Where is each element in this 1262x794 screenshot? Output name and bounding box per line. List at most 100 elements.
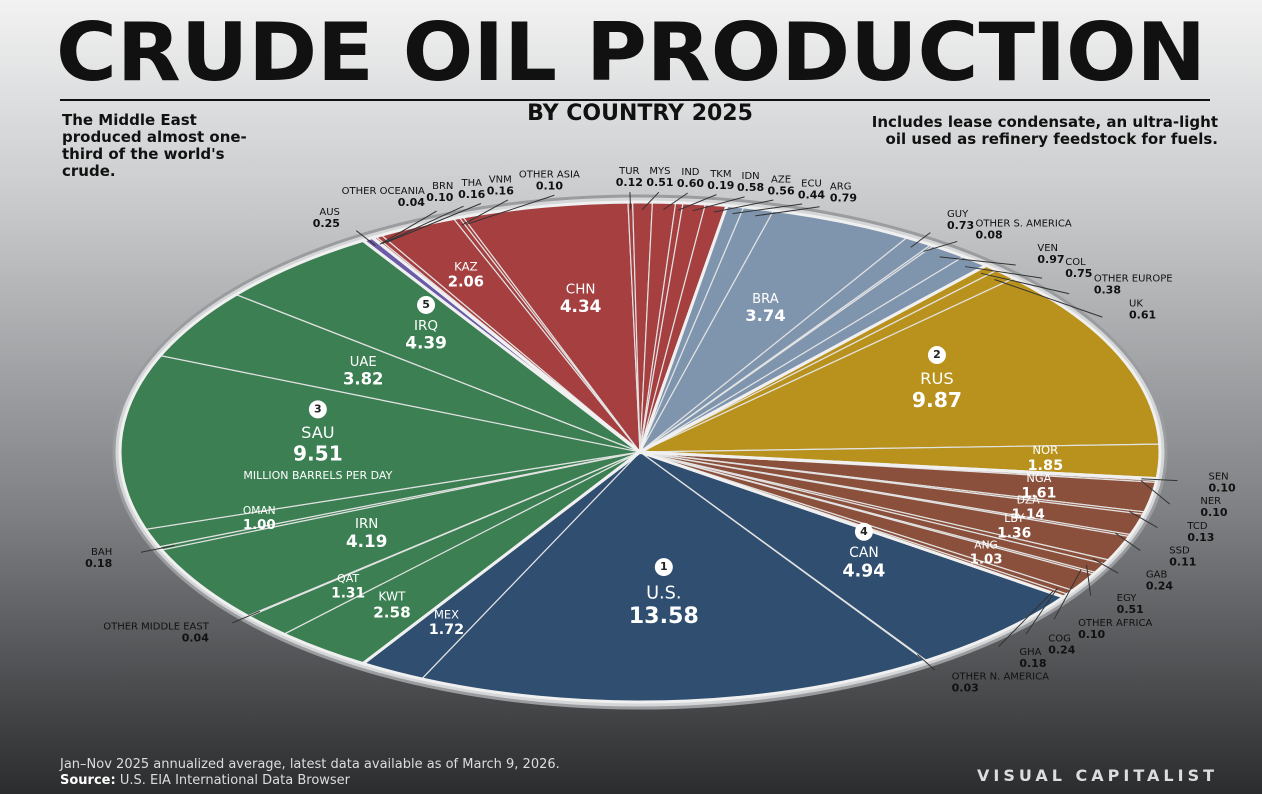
- rank-label: 4: [860, 525, 868, 538]
- country-name: TCD: [1186, 521, 1208, 532]
- country-value: 2.06: [448, 274, 484, 291]
- country-name: MEX: [434, 607, 459, 621]
- country-name: CHN: [566, 282, 596, 298]
- country-value: 0.16: [458, 188, 485, 201]
- country-value: 0.44: [798, 189, 825, 202]
- country-name: LBY: [1004, 512, 1024, 525]
- country-value: 0.10: [1078, 628, 1105, 641]
- country-name: RUS: [920, 369, 954, 388]
- rank-badge: [308, 400, 327, 419]
- country-name: COL: [1065, 257, 1086, 268]
- leader-line: [713, 199, 774, 213]
- rank-badge: [854, 522, 873, 541]
- leader-line: [939, 256, 1016, 266]
- country-value: 0.10: [1209, 481, 1236, 494]
- leader-line: [1140, 480, 1171, 505]
- country-value: 0.51: [646, 176, 673, 189]
- country-name: OMAN: [243, 504, 276, 517]
- leader-line: [629, 192, 632, 210]
- country-name: AZE: [771, 174, 791, 185]
- source: Source: U.S. EIA International Data Brow…: [60, 773, 560, 789]
- leader-line: [1086, 564, 1092, 596]
- country-name: OTHER OCEANIA: [342, 186, 425, 197]
- leader-line: [461, 199, 509, 226]
- leader-line: [466, 194, 555, 225]
- country-name: TKM: [709, 169, 731, 180]
- country-name: UAE: [350, 355, 377, 370]
- rank-label: 2: [933, 348, 941, 361]
- leader-line: [910, 232, 931, 248]
- country-value: 0.04: [398, 196, 425, 209]
- country-name: VNM: [489, 174, 512, 185]
- country-value: 4.94: [843, 561, 886, 581]
- country-value: 1.14: [1011, 507, 1044, 523]
- country-value: 0.12: [616, 176, 643, 189]
- country-value: 0.03: [952, 682, 979, 695]
- group-outline: [369, 200, 730, 455]
- country-value: 0.13: [1187, 531, 1214, 544]
- leader-line: [1053, 569, 1082, 620]
- leader-line: [923, 240, 958, 252]
- country-name: BRA: [752, 292, 779, 307]
- country-name: OTHER AFRICA: [1078, 618, 1152, 629]
- country-name: IND: [681, 167, 699, 178]
- country-name: BAH: [91, 547, 112, 558]
- country-value: 4.39: [405, 333, 447, 353]
- rank-badge: [927, 346, 946, 365]
- country-name: ECU: [801, 179, 822, 190]
- rank-label: 1: [660, 560, 668, 573]
- country-value: 0.10: [426, 191, 453, 204]
- chart-subtitle: BY COUNTRY 2025: [527, 101, 753, 126]
- country-name: OTHER N. AMERICA: [952, 672, 1049, 683]
- leader-line: [755, 206, 820, 217]
- leader-line: [355, 230, 376, 246]
- country-name: MYS: [649, 166, 670, 177]
- leader-line: [386, 203, 482, 243]
- country-name: IDN: [742, 171, 760, 182]
- country-name: OTHER EUROPE: [1094, 274, 1173, 285]
- country-value: 1.36: [997, 525, 1031, 541]
- leader-line: [1092, 558, 1119, 574]
- country-name: IRQ: [414, 318, 438, 334]
- leader-line: [1141, 478, 1178, 482]
- country-value: 0.08: [976, 228, 1003, 241]
- country-value: 0.19: [707, 179, 734, 192]
- country-value: 0.10: [1200, 506, 1227, 519]
- country-name: THA: [461, 178, 483, 189]
- country-value: 0.73: [947, 219, 974, 232]
- country-value: 3.82: [343, 369, 384, 388]
- country-value: 2.58: [373, 604, 411, 622]
- country-value: 0.97: [1037, 253, 1064, 266]
- country-value: 0.24: [1146, 579, 1173, 592]
- group-outline: [637, 203, 990, 456]
- leader-line: [663, 192, 688, 211]
- leader-line: [232, 610, 261, 624]
- country-value: 1.85: [1027, 458, 1063, 474]
- country-value: 0.16: [487, 184, 514, 197]
- country-value: 0.24: [1048, 644, 1075, 657]
- rank-label: 3: [314, 402, 322, 415]
- country-name: SSD: [1169, 545, 1190, 556]
- rank-label: 5: [422, 298, 430, 311]
- brand: VISUAL CAPITALIST: [977, 766, 1218, 785]
- source-text: U.S. EIA International Data Browser: [119, 773, 351, 788]
- leader-line: [1025, 587, 1058, 635]
- country-name: DZA: [1017, 493, 1041, 506]
- country-value: 0.75: [1065, 267, 1092, 280]
- country-value: 1.72: [429, 622, 464, 638]
- footnote: Jan–Nov 2025 annualized average, latest …: [60, 757, 560, 772]
- country-value: 0.51: [1117, 603, 1144, 616]
- country-name: OTHER MIDDLE EAST: [103, 622, 209, 633]
- country-value: 3.74: [745, 306, 785, 325]
- country-value: 1.00: [243, 518, 276, 533]
- leader-line: [692, 196, 745, 212]
- leader-line: [140, 545, 175, 553]
- note-left: The Middle East produced almost one-thir…: [62, 111, 247, 180]
- country-name: GUY: [947, 209, 969, 220]
- group-outline: [634, 263, 1162, 481]
- leader-line: [980, 272, 1070, 295]
- country-value: 9.87: [912, 388, 962, 412]
- country-name: AUS: [319, 207, 340, 218]
- leader-line: [998, 590, 1054, 647]
